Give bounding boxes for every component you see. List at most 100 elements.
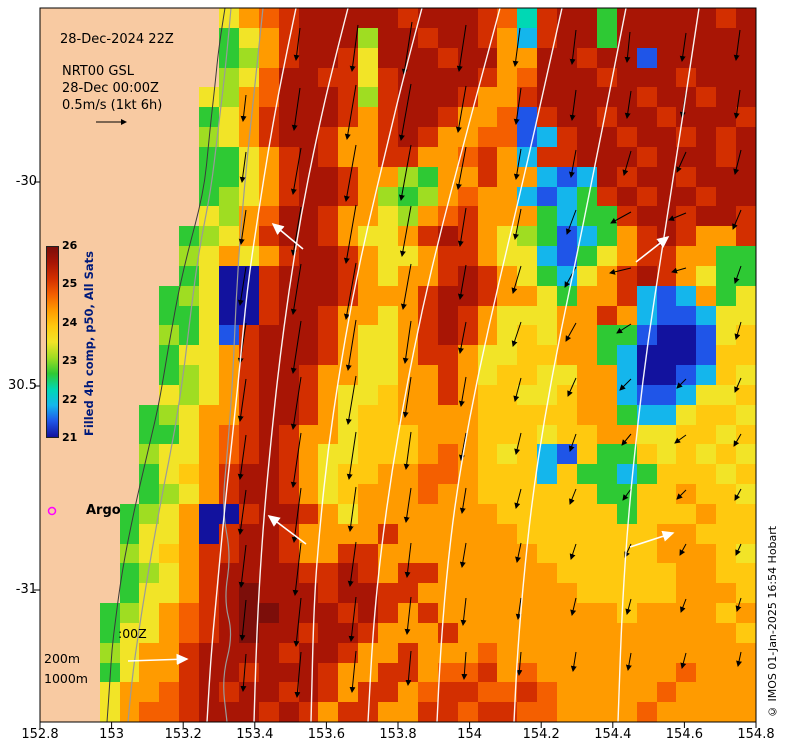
sst-cell [318, 365, 359, 386]
sst-cell [557, 107, 598, 128]
sst-cell [417, 305, 439, 326]
sst-cell [199, 166, 240, 188]
sst-cell [616, 365, 638, 386]
sst-cell [736, 464, 756, 485]
sst-cell [517, 444, 538, 465]
sst-cell [656, 146, 717, 168]
sst-cell [318, 305, 339, 326]
sst-cell [616, 186, 638, 207]
sst-cell [616, 603, 638, 624]
sst-cell [736, 484, 756, 505]
sst-cell [238, 365, 260, 386]
sst-cell [278, 265, 339, 287]
sst-cell [199, 87, 220, 108]
sst-cell [497, 305, 558, 326]
sst-cell [378, 702, 419, 722]
sst-cell [398, 563, 439, 584]
sst-cell [179, 464, 200, 485]
sst-cell [159, 305, 200, 326]
sst-cell [577, 384, 618, 406]
sst-cell [338, 583, 379, 604]
sst-cell [199, 127, 220, 148]
sst-cell [139, 603, 160, 624]
sst-heatmap [40, 8, 756, 722]
sst-cell [219, 464, 240, 485]
sst-cell [716, 127, 737, 148]
sst-cell [477, 246, 499, 267]
sst-cell [159, 384, 180, 406]
sst-cell [596, 166, 618, 188]
sst-cell [139, 503, 160, 525]
sst-cell [238, 424, 260, 445]
sst-cell [139, 404, 160, 426]
sst-cell [258, 503, 300, 525]
sst-cell [159, 345, 180, 366]
sst-cell [358, 325, 399, 346]
sst-cell [736, 8, 756, 29]
sst-cell [338, 285, 359, 307]
sst-cell [219, 305, 260, 326]
sst-cell [258, 444, 280, 465]
sst-cell [318, 325, 339, 346]
sst-cell [258, 702, 280, 722]
sst-cell [298, 365, 320, 386]
sst-cell [517, 682, 538, 703]
sst-cell [417, 206, 439, 227]
colorbar-tick-label: 25 [62, 277, 78, 291]
sst-cell [338, 186, 359, 207]
sst-cell [497, 27, 518, 49]
sst-cell [517, 67, 538, 88]
sst-cell [179, 424, 200, 445]
sst-cell [616, 67, 678, 88]
sst-cell [437, 563, 558, 584]
sst-cell [736, 384, 756, 406]
y-tick-label: -31 [15, 582, 37, 597]
sst-cell [497, 67, 518, 88]
sst-cell [258, 47, 280, 69]
sst-cell [716, 146, 737, 168]
sst-cell [616, 404, 638, 426]
sst-cell [537, 127, 558, 148]
sst-cell [736, 285, 756, 307]
sst-cell [696, 365, 717, 386]
sst-cell [437, 603, 618, 624]
sst-cell [497, 503, 618, 525]
sst-cell [278, 246, 300, 267]
sst-cell [656, 543, 717, 564]
sst-cell [219, 424, 240, 445]
sst-cell [219, 186, 240, 207]
sst-cell [199, 305, 220, 326]
sst-cell [417, 127, 439, 148]
sst-cell [577, 404, 618, 426]
sst-cell [199, 642, 280, 664]
sst-cell [477, 285, 499, 307]
colorbar-tick-label: 21 [62, 431, 78, 444]
sst-cell [557, 682, 658, 703]
sst-cell [577, 583, 678, 604]
sst-cell [557, 8, 598, 29]
sst-cell [557, 285, 578, 307]
sst-cell [577, 265, 598, 287]
sst-cell [278, 27, 300, 49]
sst-cell [179, 503, 200, 525]
sst-cell [457, 47, 499, 69]
sst-cell [696, 662, 756, 683]
sst-cell [258, 166, 280, 188]
sst-cell [298, 642, 339, 664]
sst-cell [696, 226, 737, 247]
sst-cell [358, 87, 379, 108]
sst-cell [457, 305, 479, 326]
sst-cell [378, 305, 399, 326]
sst-cell [477, 27, 499, 49]
sst-cell [417, 325, 439, 346]
sst-cell [258, 226, 280, 247]
x-tick-label: 153.2 [164, 727, 202, 742]
sst-cell [338, 543, 379, 564]
sst-cell [338, 484, 359, 505]
sst-cell [199, 404, 240, 426]
sst-cell [199, 384, 220, 406]
bathy-200m-label: 200m [44, 651, 81, 666]
sst-cell [219, 523, 240, 545]
sst-cell [219, 8, 240, 29]
sst-cell [656, 107, 678, 128]
